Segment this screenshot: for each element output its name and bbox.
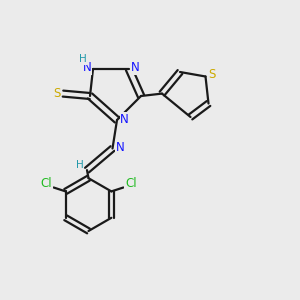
Text: N: N [130,61,140,74]
Text: H: H [79,54,86,64]
Text: H: H [76,160,83,170]
Text: S: S [208,68,216,81]
Text: N: N [120,112,129,126]
Text: Cl: Cl [40,177,52,190]
Text: N: N [82,61,91,74]
Text: S: S [53,87,61,100]
Text: N: N [116,141,124,154]
Text: Cl: Cl [125,177,137,190]
